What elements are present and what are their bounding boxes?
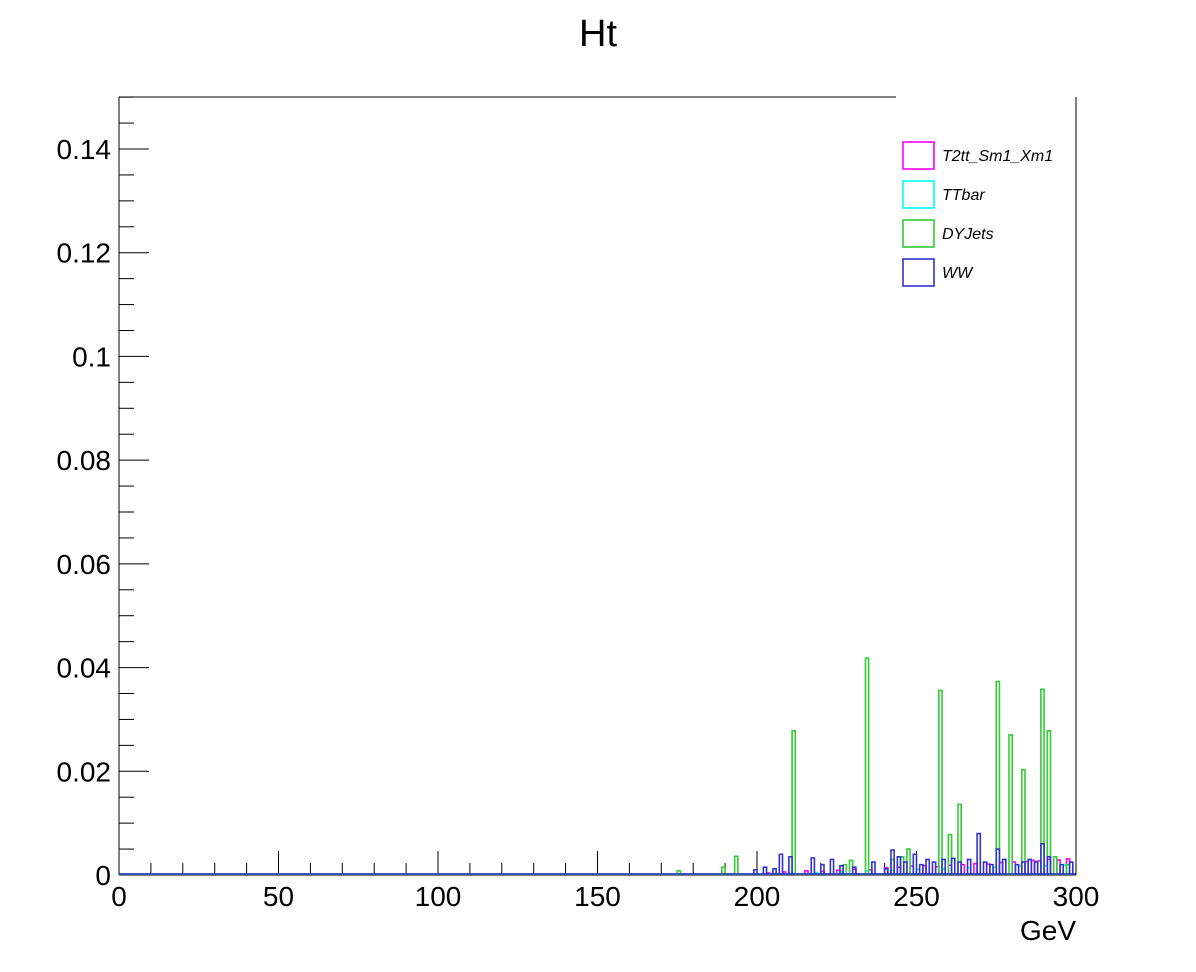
histogram-bin [1052,856,1058,875]
legend-swatch [902,141,935,170]
legend-swatch [902,180,935,209]
histogram-bin [676,870,682,875]
chart-title: Ht [579,13,617,55]
y-tick-label: 0 [95,860,111,891]
legend-swatch [902,258,935,287]
histogram-bin [966,858,972,875]
x-tick-label: 150 [574,881,621,912]
histogram-bin [883,867,889,875]
histogram-bin [995,680,1001,875]
y-tick-label: 0.1 [72,341,111,372]
histogram-bin [912,853,918,875]
histogram-bin [772,867,777,875]
histogram-bin [762,866,768,875]
histogram-bin [864,657,870,875]
histogram-bin [1059,863,1065,875]
y-tick-label: 0.02 [57,756,112,787]
x-tick-label: 200 [734,881,781,912]
histogram-bin [976,832,982,875]
x-tick-label: 50 [263,881,294,912]
histogram-bin [1046,856,1052,875]
y-tick-label: 0.08 [57,445,112,476]
x-ticks: 0 50 100 150 200 250 300 [111,851,1099,912]
histogram-bin [925,858,931,875]
histogram-bin [753,869,758,875]
histogram-bin [1027,858,1033,875]
histogram-bin [1033,861,1039,875]
histogram-bin [733,855,739,875]
histogram-bin [918,863,924,875]
histogram-bin [829,858,835,875]
x-tick-label: 250 [893,881,940,912]
histogram-bin [1020,861,1026,875]
histogram-bin [947,833,953,875]
histogram-bin [890,849,895,875]
legend-swatch [902,219,935,248]
x-axis-label: GeV [1020,915,1076,946]
histogram-bin [788,856,793,875]
x-tick-label: 100 [415,881,462,912]
histogram-bin [1040,688,1045,875]
legend-entry-label: TTbar [942,187,985,204]
histogram-bin [839,864,844,875]
histogram-bin [938,689,943,875]
series-DYJets [119,657,1076,875]
y-ticks: 0 0.02 0.04 0.06 0.08 0.1 0.12 0.14 [57,96,149,891]
histogram-bin [931,861,937,875]
histogram-bin [791,730,797,875]
y-tick-label: 0.06 [57,549,112,580]
series-WW [119,832,1076,875]
histogram-bin [950,857,956,875]
histogram-bin [957,803,962,875]
histogram-bin [871,861,876,875]
y-tick-label: 0.04 [57,653,112,684]
y-tick-label: 0.12 [57,238,112,269]
histogram-bin [804,870,809,875]
histogram-bin [1020,768,1026,875]
legend-entry-label: DYJets [942,226,994,243]
legend: T2tt_Sm1_Xm1 TTbar DYJets WW [896,97,1077,875]
histogram-bin [1014,863,1020,875]
histogram-bin [957,861,962,875]
x-tick-label: 0 [111,881,127,912]
legend-entry-label: T2tt_Sm1_Xm1 [942,148,1053,165]
histogram-bin [995,848,1001,875]
histogram-bin [851,866,857,875]
histogram-bin [721,866,726,875]
histogram-bin [778,853,784,875]
histogram-bin [989,863,994,875]
histogram-bin [820,863,825,875]
histogram-bin [982,861,988,875]
y-tick-label: 0.14 [57,134,112,165]
histogram-bin [902,861,908,875]
x-tick-label: 300 [1053,881,1100,912]
legend-entry-label: WW [942,265,974,282]
histogram-bin [1040,843,1045,875]
histogram-bin [1068,861,1074,875]
legend-box [896,97,1076,297]
histogram-bin [941,858,947,875]
histogram-bin [1046,730,1052,875]
histogram-bin [1008,734,1013,875]
histogram-bin [1001,858,1007,875]
series-layer [119,657,1076,875]
histogram-bin [810,857,816,875]
histogram-bin [896,856,902,875]
